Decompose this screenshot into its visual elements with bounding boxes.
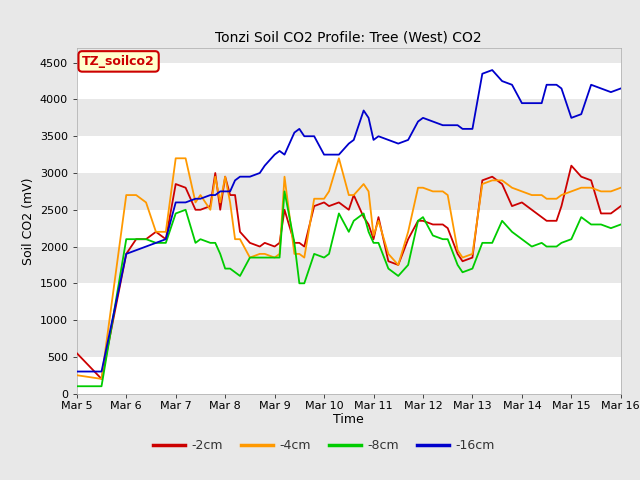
Bar	[77, 210, 621, 247]
Text: TZ_soilco2: TZ_soilco2	[82, 55, 155, 68]
Y-axis label: Soil CO2 (mV): Soil CO2 (mV)	[22, 177, 35, 264]
Text: -4cm: -4cm	[279, 439, 310, 452]
Bar	[77, 136, 621, 173]
Bar	[77, 99, 621, 136]
X-axis label: Time: Time	[333, 413, 364, 426]
Bar	[77, 357, 621, 394]
Bar	[77, 173, 621, 210]
Bar	[77, 247, 621, 283]
Text: -2cm: -2cm	[191, 439, 223, 452]
Bar	[77, 320, 621, 357]
Title: Tonzi Soil CO2 Profile: Tree (West) CO2: Tonzi Soil CO2 Profile: Tree (West) CO2	[216, 30, 482, 44]
Bar	[77, 283, 621, 320]
Text: -8cm: -8cm	[367, 439, 399, 452]
Bar	[77, 63, 621, 99]
Text: -16cm: -16cm	[455, 439, 495, 452]
